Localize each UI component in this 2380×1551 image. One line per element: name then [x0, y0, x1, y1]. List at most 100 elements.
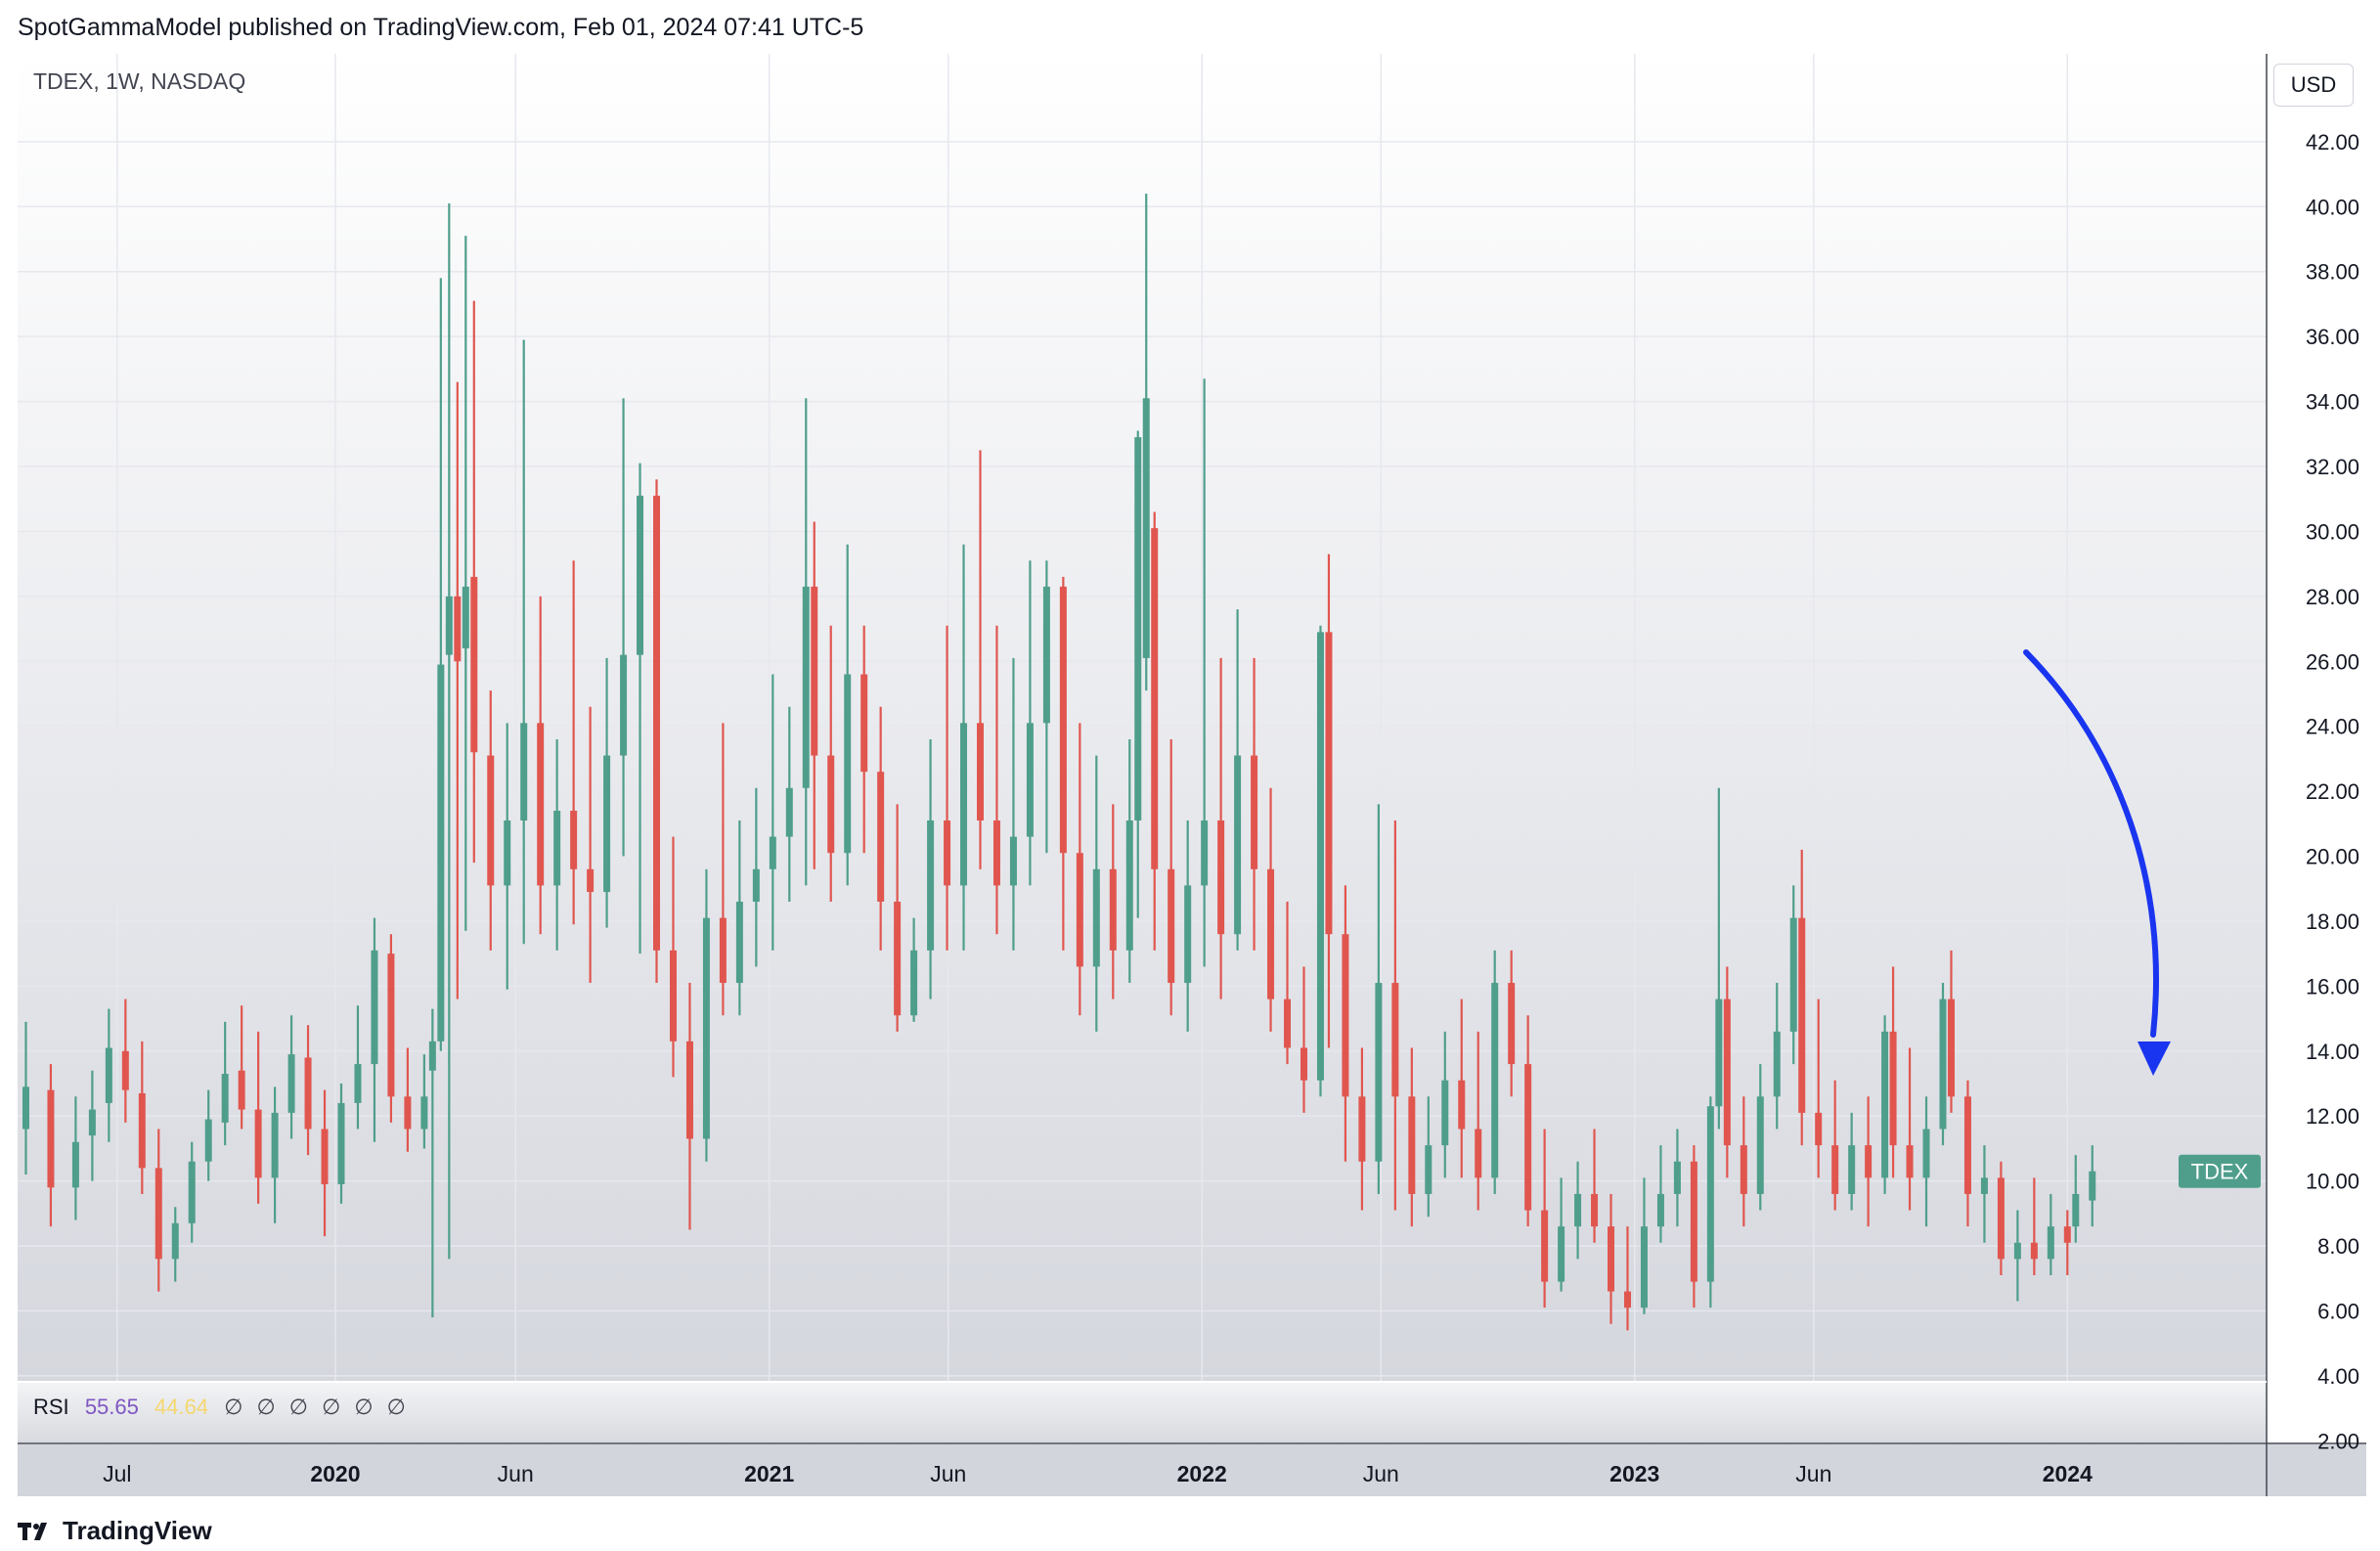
- candlestick-chart[interactable]: 2.00 4.00 6.00 8.00 10.00 12.00 14.00 16.00 18.0…: [18, 54, 2366, 1496]
- candle-down: [238, 1005, 245, 1130]
- candle-up: [1201, 378, 1209, 967]
- candle-body: [537, 723, 545, 886]
- candle-up: [1375, 804, 1383, 1194]
- candle-body: [860, 674, 868, 773]
- candle-body: [420, 1096, 428, 1130]
- candle-up: [1574, 1161, 1582, 1260]
- candle-body: [927, 820, 935, 951]
- candle-up: [1558, 1177, 1565, 1292]
- candle-body: [1947, 998, 1955, 1097]
- candle-body: [1922, 1129, 1930, 1178]
- price-tick-label: 16.00: [2306, 974, 2359, 998]
- candle-down: [138, 1041, 146, 1194]
- price-axis-background: [2267, 54, 2366, 1442]
- candle-up: [188, 1141, 196, 1243]
- candle-body: [387, 953, 395, 1097]
- candle-down: [811, 521, 818, 869]
- candle-body: [105, 1047, 112, 1103]
- corner-background: [2267, 1444, 2366, 1496]
- candle-down: [121, 998, 129, 1123]
- candle-body: [2089, 1171, 2096, 1201]
- candle-body: [1408, 1096, 1416, 1194]
- price-tick-label: 26.00: [2306, 649, 2359, 674]
- annotation-arrow: [2023, 649, 2171, 1076]
- rsi-na-marker: ∅: [386, 1395, 406, 1419]
- candle-body: [1151, 528, 1159, 869]
- price-tick-label: 28.00: [2306, 585, 2359, 609]
- candle-body: [462, 586, 469, 648]
- candle-down: [1475, 1031, 1482, 1211]
- candle-down: [487, 690, 495, 951]
- candle-up: [960, 544, 968, 951]
- time-tick-label: Jun: [1363, 1461, 1399, 1486]
- candle-down: [1325, 554, 1333, 1048]
- candle-body: [785, 787, 793, 837]
- candle-up: [752, 787, 760, 967]
- candle-body: [1963, 1096, 1971, 1194]
- candle-body: [154, 1168, 162, 1260]
- price-tick-label: 36.00: [2306, 325, 2359, 349]
- candle-up: [371, 917, 378, 1142]
- candle-body: [944, 820, 951, 886]
- candle-body: [1608, 1226, 1615, 1292]
- footer-brand[interactable]: TradingView: [18, 1516, 212, 1546]
- candle-body: [138, 1092, 146, 1169]
- candle-body: [287, 1054, 295, 1113]
- candle-down: [1831, 1080, 1839, 1211]
- candle-up: [354, 1005, 362, 1130]
- candle-down: [47, 1064, 55, 1227]
- candle-up: [1640, 1177, 1648, 1314]
- candle-down: [1815, 998, 1823, 1178]
- candle-body: [1168, 868, 1175, 984]
- candle-body: [1251, 755, 1258, 869]
- candle-body: [254, 1109, 262, 1178]
- candle-body: [603, 755, 611, 893]
- candle-body: [1026, 723, 1034, 837]
- candle-body: [1558, 1226, 1565, 1282]
- chart-panel[interactable]: 2.00 4.00 6.00 8.00 10.00 12.00 14.00 16.00 18.0…: [18, 54, 2366, 1496]
- candle-up: [637, 463, 644, 954]
- candle-body: [1184, 885, 1192, 984]
- candle-body: [1865, 1145, 1873, 1178]
- candle-down: [1997, 1161, 2005, 1275]
- candle-body: [2072, 1193, 2080, 1227]
- candle-up: [1756, 1064, 1764, 1211]
- candle-down: [1608, 1193, 1615, 1324]
- candle-body: [2047, 1226, 2054, 1260]
- symbol-label[interactable]: TDEX, 1W, NASDAQ: [33, 68, 246, 94]
- price-tick-label: 6.00: [2317, 1300, 2359, 1324]
- candle-up: [1715, 787, 1723, 1130]
- candle-body: [1217, 820, 1225, 935]
- candle-body: [702, 917, 710, 1139]
- time-tick-label: 2024: [2043, 1461, 2093, 1486]
- candle-down: [1217, 657, 1225, 999]
- price-tick-label: 42.00: [2306, 130, 2359, 155]
- candle-body: [487, 755, 495, 886]
- candle-body: [811, 586, 818, 756]
- candle-down: [1740, 1096, 1747, 1227]
- candle-body: [1524, 1064, 1532, 1211]
- candle-body: [977, 723, 985, 820]
- candle-body: [719, 917, 727, 984]
- candle-up: [1026, 560, 1034, 886]
- candle-up: [1009, 657, 1017, 951]
- candle-down: [1723, 966, 1731, 1178]
- candle-up: [1425, 1096, 1432, 1218]
- candle-up: [1673, 1129, 1681, 1227]
- candle-body: [685, 1041, 693, 1139]
- candle-body: [1325, 632, 1333, 935]
- rsi-label: RSI: [33, 1395, 69, 1419]
- candle-body: [321, 1129, 329, 1184]
- candle-down: [254, 1031, 262, 1204]
- candle-body: [1042, 586, 1050, 724]
- candle-up: [1656, 1145, 1664, 1243]
- candle-body: [1059, 586, 1067, 854]
- currency-button[interactable]: USD: [2273, 64, 2354, 107]
- rsi-na-marker: ∅: [256, 1395, 276, 1419]
- price-tick-label: 14.00: [2306, 1040, 2359, 1064]
- candle-body: [2013, 1242, 2021, 1260]
- candle-body: [669, 950, 677, 1041]
- candle-up: [71, 1096, 79, 1220]
- price-tick-label: 38.00: [2306, 260, 2359, 285]
- rsi-legend[interactable]: RSI 55.65 44.64 ∅ ∅ ∅ ∅ ∅ ∅: [33, 1395, 414, 1420]
